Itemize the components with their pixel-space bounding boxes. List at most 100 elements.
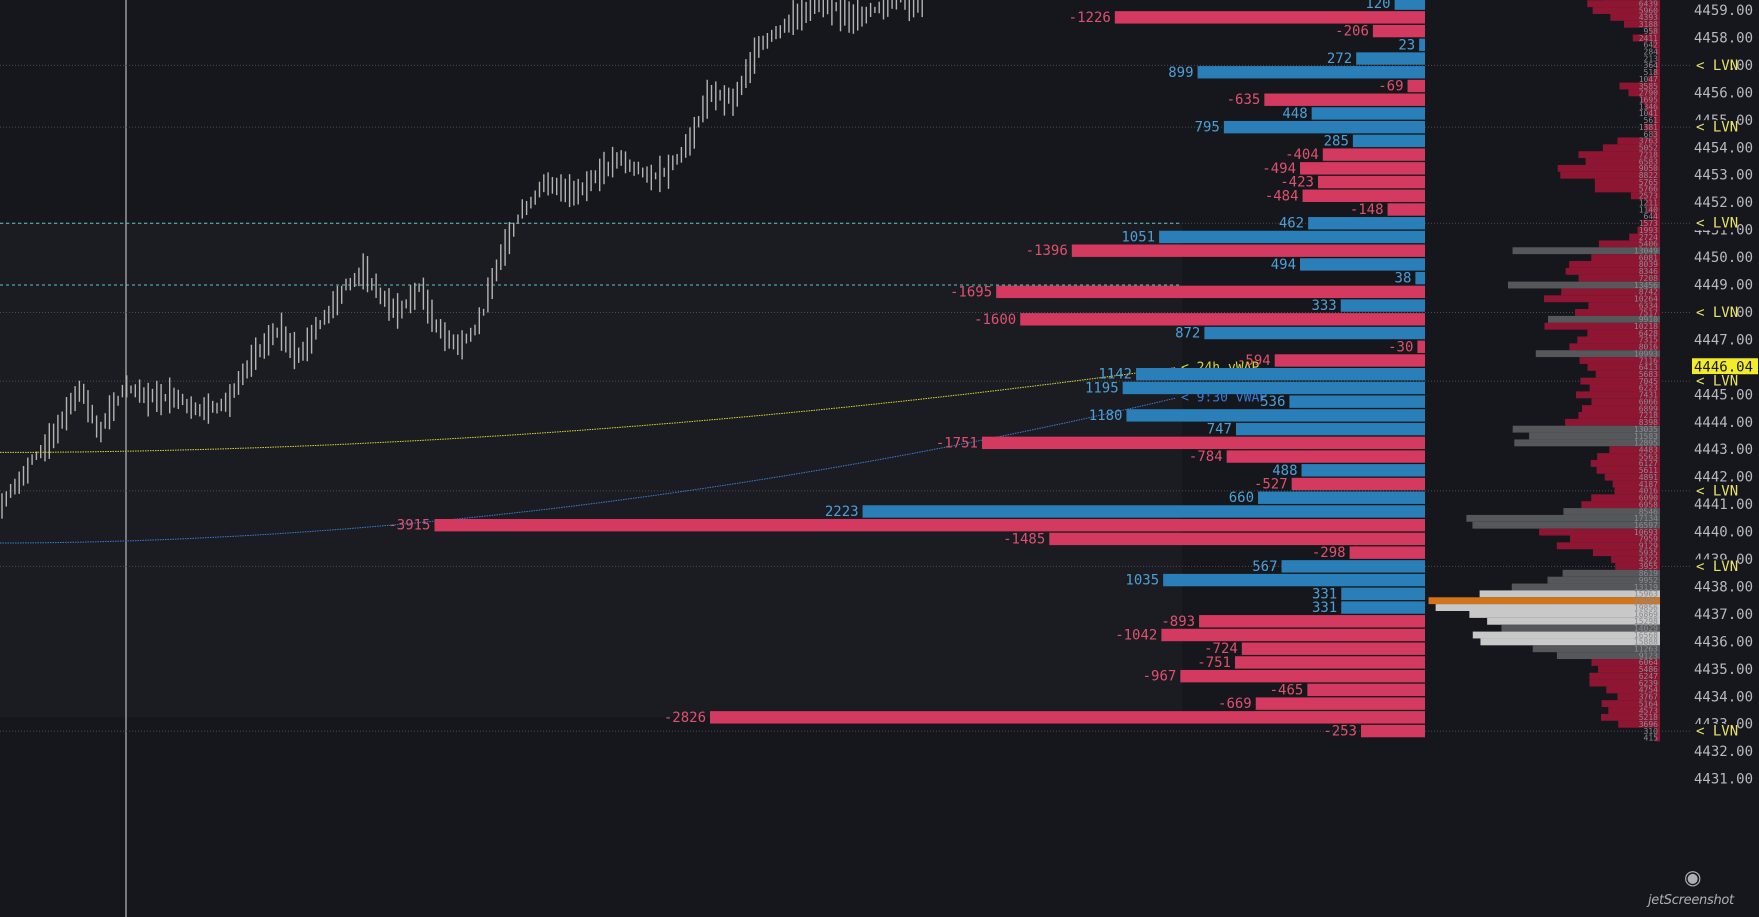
- delta-label: 899: [1168, 65, 1193, 81]
- delta-label: 1035: [1125, 573, 1159, 589]
- delta-label: -784: [1189, 449, 1223, 465]
- profile-bar: [1637, 226, 1660, 234]
- delta-bar: [1415, 271, 1425, 285]
- profile-label: 9123: [1639, 651, 1658, 660]
- delta-label: 795: [1195, 120, 1220, 136]
- profile-label: 13119: [1634, 583, 1658, 592]
- profile-label: 518: [1644, 68, 1659, 77]
- delta-bar: [1300, 162, 1425, 175]
- profile-bar: [1608, 707, 1660, 714]
- delta-bar: [1020, 313, 1425, 326]
- delta-bar: [1161, 628, 1425, 642]
- watermark-text: jetScreenshot: [1648, 893, 1734, 908]
- lvn-label-bg: [1692, 305, 1732, 320]
- profile-bar: [1472, 521, 1660, 529]
- delta-bar: [1307, 683, 1425, 697]
- delta-bar: [1352, 134, 1425, 148]
- profile-bar: [1589, 679, 1660, 687]
- price-tick-label: 4453.00: [1694, 168, 1753, 184]
- profile-bar: [1589, 384, 1660, 392]
- profile-bar: [1597, 453, 1660, 461]
- price-tick-label: 4437.00: [1694, 607, 1753, 623]
- profile-bar: [1587, 329, 1660, 337]
- profile-label: 1695: [1639, 96, 1658, 105]
- profile-label: 6958: [1639, 500, 1658, 509]
- profile-bar: [1630, 192, 1660, 200]
- profile-label: 1047: [1639, 75, 1658, 84]
- delta-label: -404: [1285, 147, 1319, 163]
- delta-bar: [1300, 258, 1425, 271]
- lvn-label: < LVN: [1696, 58, 1738, 74]
- profile-bar: [1615, 562, 1660, 570]
- profile-bar: [1585, 158, 1660, 165]
- profile-bar: [1556, 652, 1660, 660]
- profile-label: 1381: [1639, 123, 1658, 132]
- profile-bar: [1512, 425, 1660, 433]
- price-tick-label: 4450.00: [1694, 250, 1753, 266]
- delta-bar: [710, 711, 1425, 724]
- delta-bar: [1349, 546, 1425, 559]
- profile-bar: [1435, 604, 1660, 611]
- profile-bar: [1610, 13, 1660, 21]
- profile-label: 4891: [1639, 473, 1658, 482]
- profile-label: 7315: [1639, 336, 1658, 345]
- profile-label: 7517: [1639, 308, 1658, 317]
- profile-label: 8398: [1639, 418, 1658, 427]
- profile-label: 8619: [1639, 569, 1658, 578]
- profile-label: 9050: [1639, 164, 1658, 173]
- profile-bar: [1581, 501, 1660, 509]
- profile-label: 6428: [1639, 329, 1658, 338]
- profile-label: 16597: [1634, 521, 1658, 530]
- delta-bar: [1226, 450, 1425, 463]
- value-area-shading: [0, 223, 1182, 718]
- profile-label: 4483: [1639, 446, 1658, 455]
- profile-label: 15963: [1634, 590, 1658, 599]
- profile-bar: [1617, 693, 1660, 701]
- profile-label: 9910: [1639, 315, 1658, 324]
- profile-label: 5683: [1639, 370, 1658, 379]
- profile-label: 6413: [1639, 363, 1658, 372]
- profile-label: 11263: [1634, 645, 1658, 654]
- vwap-930-label: < 9:30 vWAP: [1181, 391, 1267, 406]
- delta-bar: [1407, 79, 1425, 93]
- delta-label: 38: [1395, 271, 1412, 287]
- price-tick-label: 4459.00: [1694, 3, 1753, 19]
- lvn-label: < LVN: [1696, 305, 1738, 321]
- delta-bar: [1204, 326, 1425, 340]
- profile-label: 364: [1644, 61, 1659, 70]
- profile-label: 7045: [1639, 377, 1658, 386]
- profile-bar: [1578, 411, 1660, 419]
- delta-label: -967: [1143, 669, 1177, 685]
- gridlines: [0, 0, 1690, 917]
- price-tick-label: 4449.00: [1694, 278, 1753, 294]
- profile-bar: [1578, 151, 1660, 159]
- delta-bar: [1163, 573, 1425, 587]
- price-tick-label: 4444.00: [1694, 415, 1753, 431]
- profile-bar: [1547, 576, 1660, 584]
- profile-label: 3767: [1639, 693, 1658, 702]
- profile-bar: [1588, 302, 1660, 310]
- profile-bar: [1604, 473, 1660, 481]
- delta-label: 488: [1272, 463, 1297, 479]
- profile-label: 213: [1644, 54, 1659, 63]
- delta-label: 23: [1398, 37, 1415, 53]
- delta-bar: [1234, 656, 1425, 669]
- profile-label: 6066: [1639, 397, 1658, 406]
- profile-label: 4187: [1639, 480, 1658, 489]
- current-price-label: 4446.04: [1694, 359, 1753, 375]
- delta-label: 285: [1324, 133, 1349, 149]
- profile-bar: [1582, 405, 1660, 412]
- profile-label: 16869: [1634, 610, 1658, 619]
- lvn-label-bg: [1692, 374, 1732, 389]
- profile-label: 284: [1644, 47, 1659, 56]
- profile-label: 20484: [1634, 596, 1658, 605]
- profile-bar: [1575, 309, 1660, 316]
- profile-bar: [1562, 569, 1660, 577]
- lvn-label: < LVN: [1696, 559, 1738, 575]
- profile-label: 5406: [1639, 240, 1658, 249]
- profile-bar: [1657, 55, 1660, 62]
- profile-bar: [1561, 288, 1660, 296]
- profile-bar: [1648, 75, 1660, 83]
